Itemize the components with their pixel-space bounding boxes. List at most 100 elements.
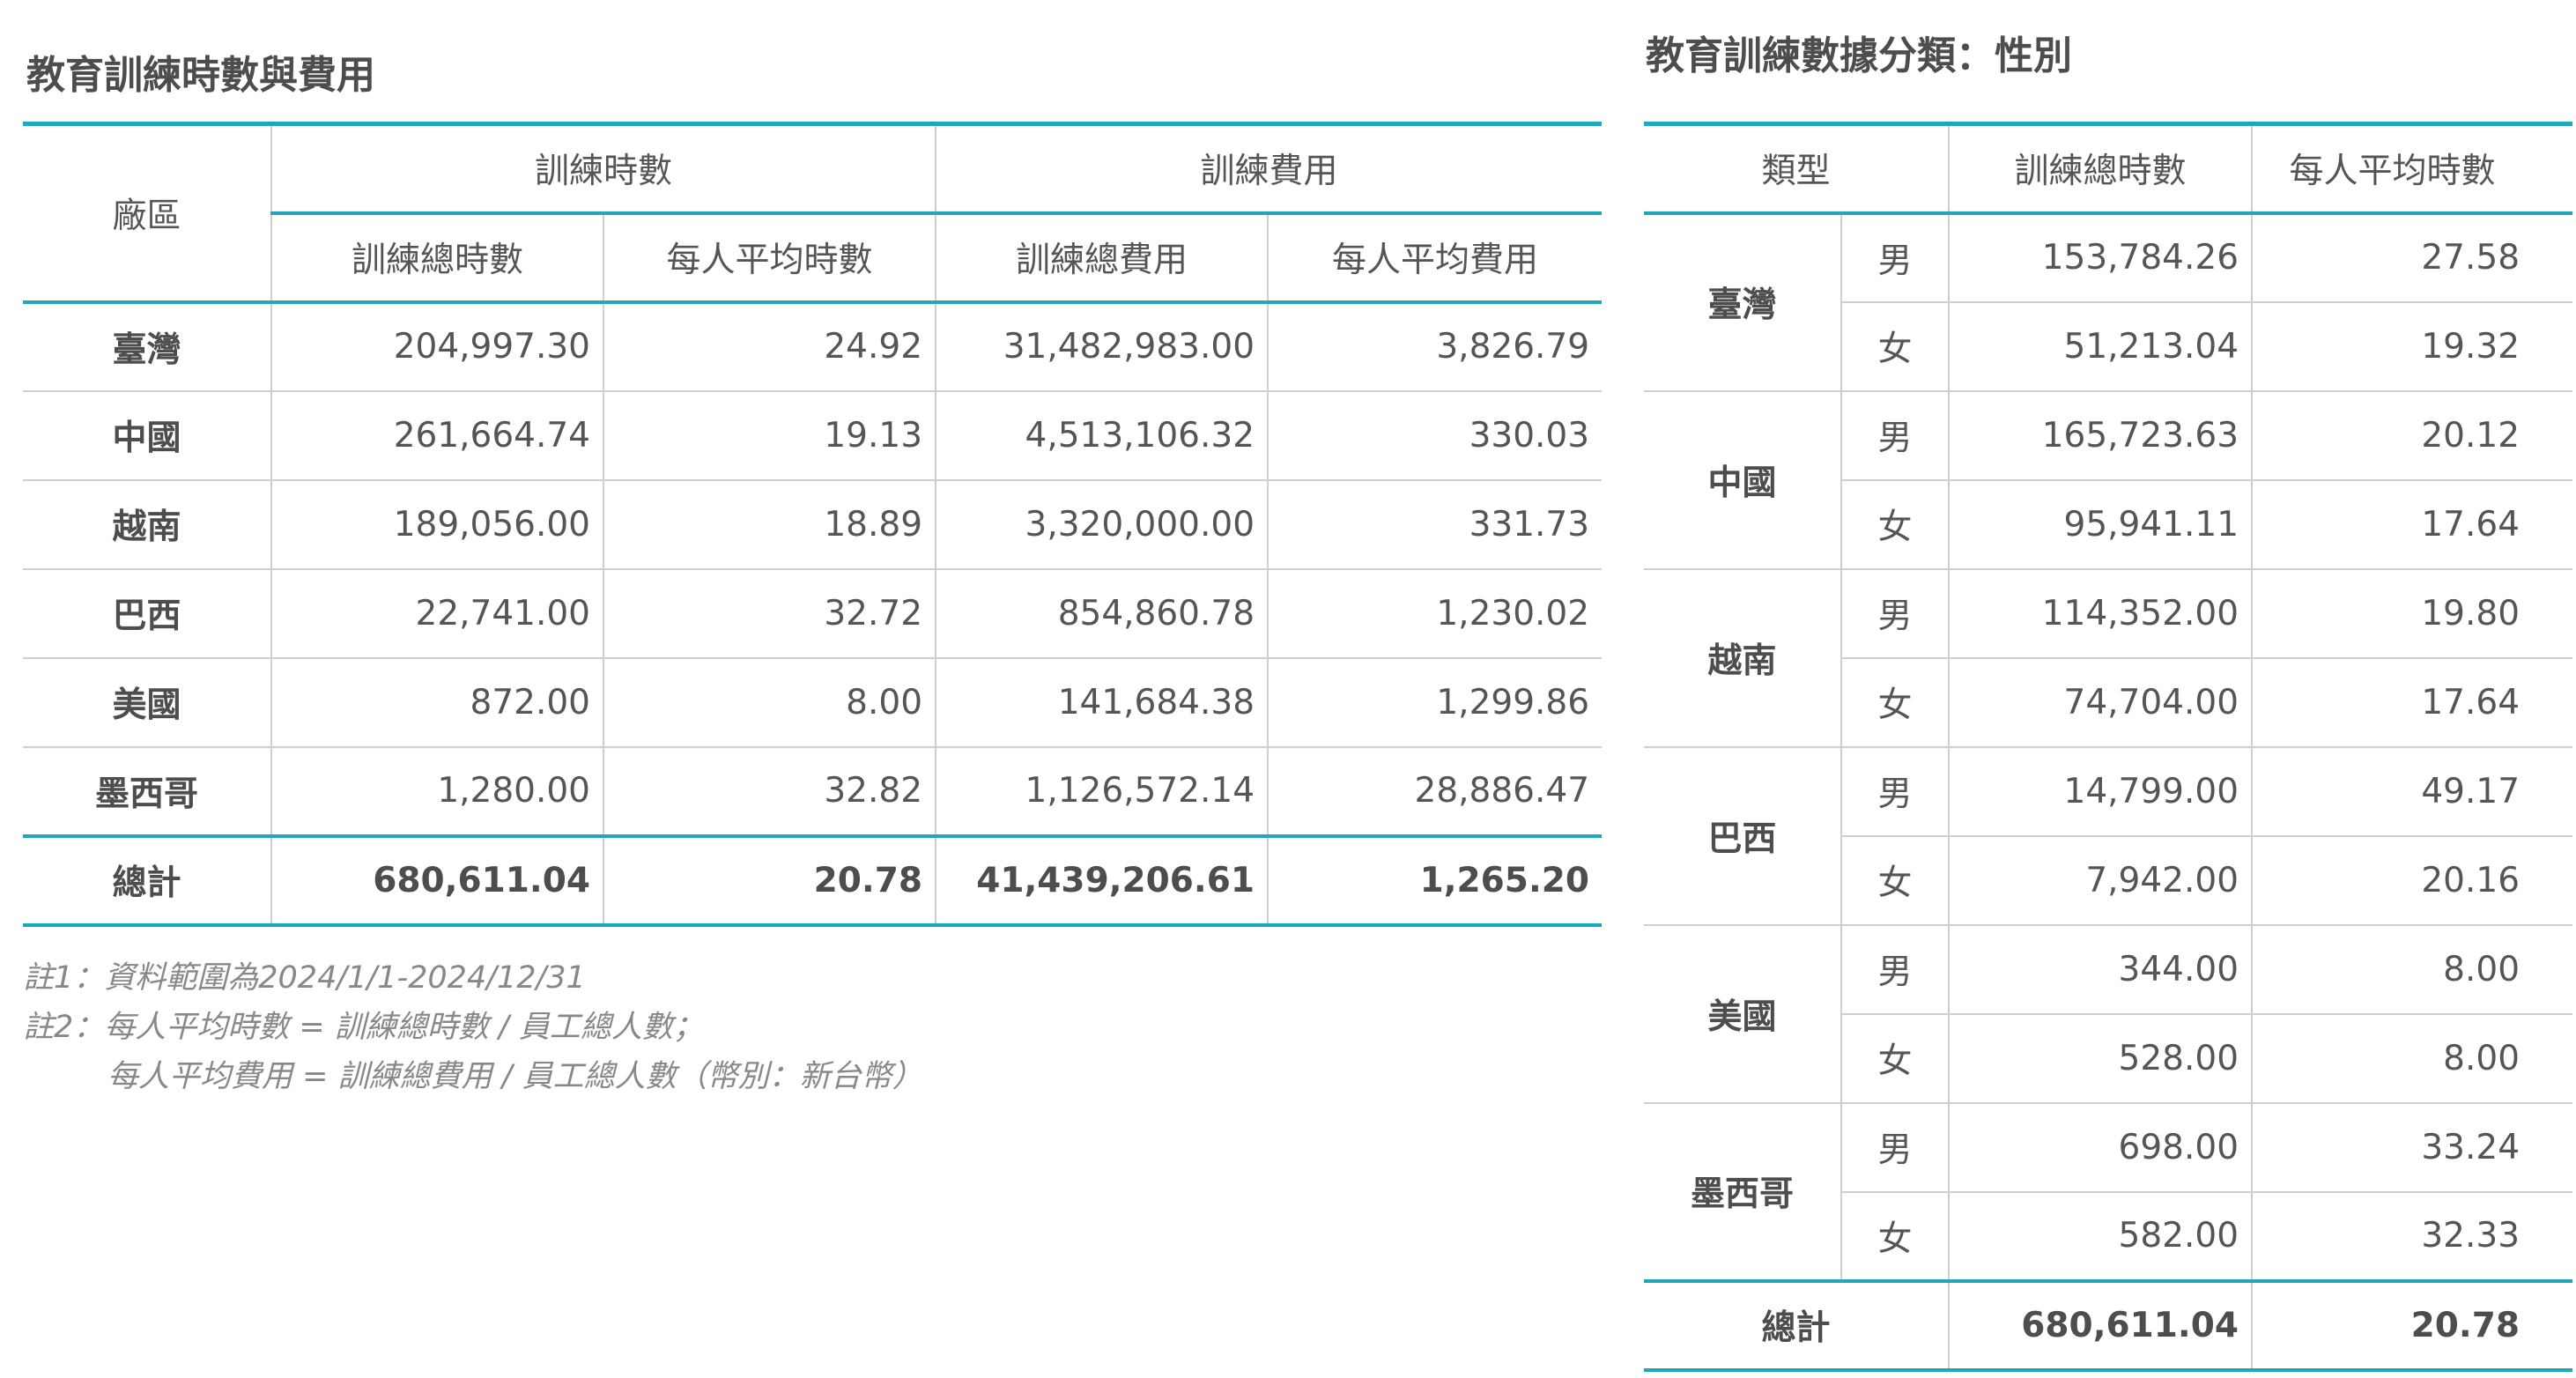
table-row: 臺灣 男 153,784.26 27.58 xyxy=(1644,211,2573,392)
sex-cell: 男 xyxy=(1839,211,1951,303)
header-region: 廠區 xyxy=(23,122,272,304)
avg-cost-sum: 1,265.20 xyxy=(1267,833,1603,927)
total-cost-cell: 854,860.78 xyxy=(935,567,1269,659)
training-hours-cost-table: 廠區 訓練時數 訓練費用 訓練總時數 每人平均時數 訓練總費用 每人平均費用 臺… xyxy=(23,122,1603,927)
avg-hours-sum: 20.78 xyxy=(2251,1278,2573,1372)
avg-hours-cell: 19.32 xyxy=(2251,300,2573,392)
avg-hours-cell: 32.82 xyxy=(602,745,937,837)
total-hours-cell: 344.00 xyxy=(1948,923,2254,1015)
table-row: 女 7,942.00 20.16 xyxy=(1644,834,2573,926)
total-hours-cell: 22,741.00 xyxy=(270,567,604,659)
total-cost-cell: 3,320,000.00 xyxy=(935,478,1269,570)
sex-cell: 女 xyxy=(1841,478,1951,570)
avg-hours-cell: 17.64 xyxy=(2251,478,2573,570)
note-2-continued: 每人平均費用 = 訓練總費用 / 員工總人數（幣別：新台幣） xyxy=(107,1059,923,1094)
avg-hours-cell: 8.00 xyxy=(2251,923,2573,1015)
table-row: 巴西 22,741.00 32.72 854,860.78 1,230.02 xyxy=(23,567,1603,659)
avg-hours-cell: 17.64 xyxy=(2251,656,2573,748)
table-row: 女 51,213.04 19.32 xyxy=(1644,300,2573,392)
total-hours-sum: 680,611.04 xyxy=(270,833,604,927)
region-cell: 墨西哥 xyxy=(1644,1101,1842,1282)
total-cost-cell: 31,482,983.00 xyxy=(935,300,1269,392)
avg-hours-cell: 33.24 xyxy=(2251,1101,2573,1193)
table-row: 墨西哥 男 698.00 33.24 xyxy=(1644,1101,2573,1282)
region-cell: 越南 xyxy=(1644,567,1842,748)
sex-cell: 女 xyxy=(1841,834,1951,926)
total-cost-cell: 141,684.38 xyxy=(935,656,1269,748)
table-row: 女 95,941.11 17.64 xyxy=(1644,478,2573,570)
header-avg-cost: 每人平均費用 xyxy=(1267,211,1603,304)
sex-cell: 男 xyxy=(1839,1101,1951,1193)
note-1: 註1：資料範圍為2024/1/1-2024/12/31 xyxy=(23,960,586,996)
sex-cell: 男 xyxy=(1839,389,1951,481)
training-hours-cost-title: 教育訓練時數與費用 xyxy=(26,53,375,98)
region-cell: 巴西 xyxy=(1644,745,1842,926)
sex-cell: 女 xyxy=(1841,656,1951,748)
avg-hours-cell: 20.16 xyxy=(2251,834,2573,926)
total-hours-cell: 261,664.74 xyxy=(270,389,604,481)
header-total-cost: 訓練總費用 xyxy=(935,211,1269,304)
table-row: 中國 男 165,723.63 20.12 xyxy=(1644,389,2573,570)
total-hours-cell: 114,352.00 xyxy=(1948,567,2254,659)
total-cost-cell: 4,513,106.32 xyxy=(935,389,1269,481)
avg-hours-cell: 49.17 xyxy=(2251,745,2573,837)
avg-hours-cell: 19.13 xyxy=(602,389,937,481)
table-row: 中國 261,664.74 19.13 4,513,106.32 330.03 xyxy=(23,389,1603,481)
total-label: 總計 xyxy=(1644,1278,1951,1372)
sex-cell: 男 xyxy=(1839,567,1951,659)
total-hours-cell: 74,704.00 xyxy=(1948,656,2254,748)
avg-hours-cell: 24.92 xyxy=(602,300,937,392)
total-row: 總計 680,611.04 20.78 xyxy=(1644,1278,2573,1372)
avg-cost-cell: 331.73 xyxy=(1267,478,1603,570)
total-hours-cell: 153,784.26 xyxy=(1948,211,2254,303)
avg-cost-cell: 3,826.79 xyxy=(1267,300,1603,392)
table-row: 美國 872.00 8.00 141,684.38 1,299.86 xyxy=(23,656,1603,748)
table-row: 墨西哥 1,280.00 32.82 1,126,572.14 28,886.4… xyxy=(23,745,1603,837)
avg-cost-cell: 1,299.86 xyxy=(1267,656,1603,748)
avg-hours-cell: 32.33 xyxy=(2251,1190,2573,1282)
total-cost-cell: 1,126,572.14 xyxy=(935,745,1269,837)
notes: 註1：資料範圍為2024/1/1-2024/12/31 註2：每人平均時數 = … xyxy=(23,953,923,1101)
avg-hours-cell: 18.89 xyxy=(602,478,937,570)
avg-hours-cell: 20.12 xyxy=(2251,389,2573,481)
avg-hours-cell: 8.00 xyxy=(2251,1012,2573,1104)
table-row: 女 74,704.00 17.64 xyxy=(1644,656,2573,748)
total-hours-cell: 698.00 xyxy=(1948,1101,2254,1193)
sex-cell: 男 xyxy=(1839,745,1951,837)
table-row: 巴西 男 14,799.00 49.17 xyxy=(1644,745,2573,926)
avg-cost-cell: 1,230.02 xyxy=(1267,567,1603,659)
total-hours-cell: 204,997.30 xyxy=(270,300,604,392)
gender-breakdown-title: 教育訓練數據分類：性別 xyxy=(1646,33,2072,78)
avg-hours-cell: 27.58 xyxy=(2251,211,2573,303)
total-hours-cell: 51,213.04 xyxy=(1948,300,2254,392)
total-label: 總計 xyxy=(23,833,272,927)
total-hours-cell: 528.00 xyxy=(1948,1012,2254,1104)
header-group-cost: 訓練費用 xyxy=(935,122,1603,215)
region-cell: 美國 xyxy=(1644,923,1842,1104)
avg-hours-cell: 32.72 xyxy=(602,567,937,659)
header-total-hours: 訓練總時數 xyxy=(271,211,604,304)
total-hours-cell: 7,942.00 xyxy=(1948,834,2254,926)
sex-cell: 女 xyxy=(1841,300,1951,392)
sex-cell: 女 xyxy=(1841,1012,1951,1104)
header-type: 類型 xyxy=(1644,122,1951,215)
header-group-hours: 訓練時數 xyxy=(270,122,937,215)
region-cell: 美國 xyxy=(23,656,272,748)
region-cell: 臺灣 xyxy=(1644,211,1842,392)
total-hours-cell: 872.00 xyxy=(270,656,604,748)
table-row: 臺灣 204,997.30 24.92 31,482,983.00 3,826.… xyxy=(23,300,1603,392)
header-avg-hours: 每人平均時數 xyxy=(602,211,937,304)
total-row: 總計 680,611.04 20.78 41,439,206.61 1,265.… xyxy=(23,833,1603,927)
total-hours-cell: 165,723.63 xyxy=(1948,389,2254,481)
avg-hours-cell: 19.80 xyxy=(2251,567,2573,659)
total-hours-cell: 1,280.00 xyxy=(270,745,604,837)
region-cell: 中國 xyxy=(1644,389,1842,570)
region-cell: 中國 xyxy=(23,389,272,481)
header-total-hours: 訓練總時數 xyxy=(1948,122,2254,215)
table-row: 越南 189,056.00 18.89 3,320,000.00 331.73 xyxy=(23,478,1603,570)
avg-cost-cell: 28,886.47 xyxy=(1267,745,1603,837)
header-avg-hours: 每人平均時數 xyxy=(2251,122,2573,215)
avg-hours-cell: 8.00 xyxy=(602,656,937,748)
table-row: 越南 男 114,352.00 19.80 xyxy=(1644,567,2573,748)
